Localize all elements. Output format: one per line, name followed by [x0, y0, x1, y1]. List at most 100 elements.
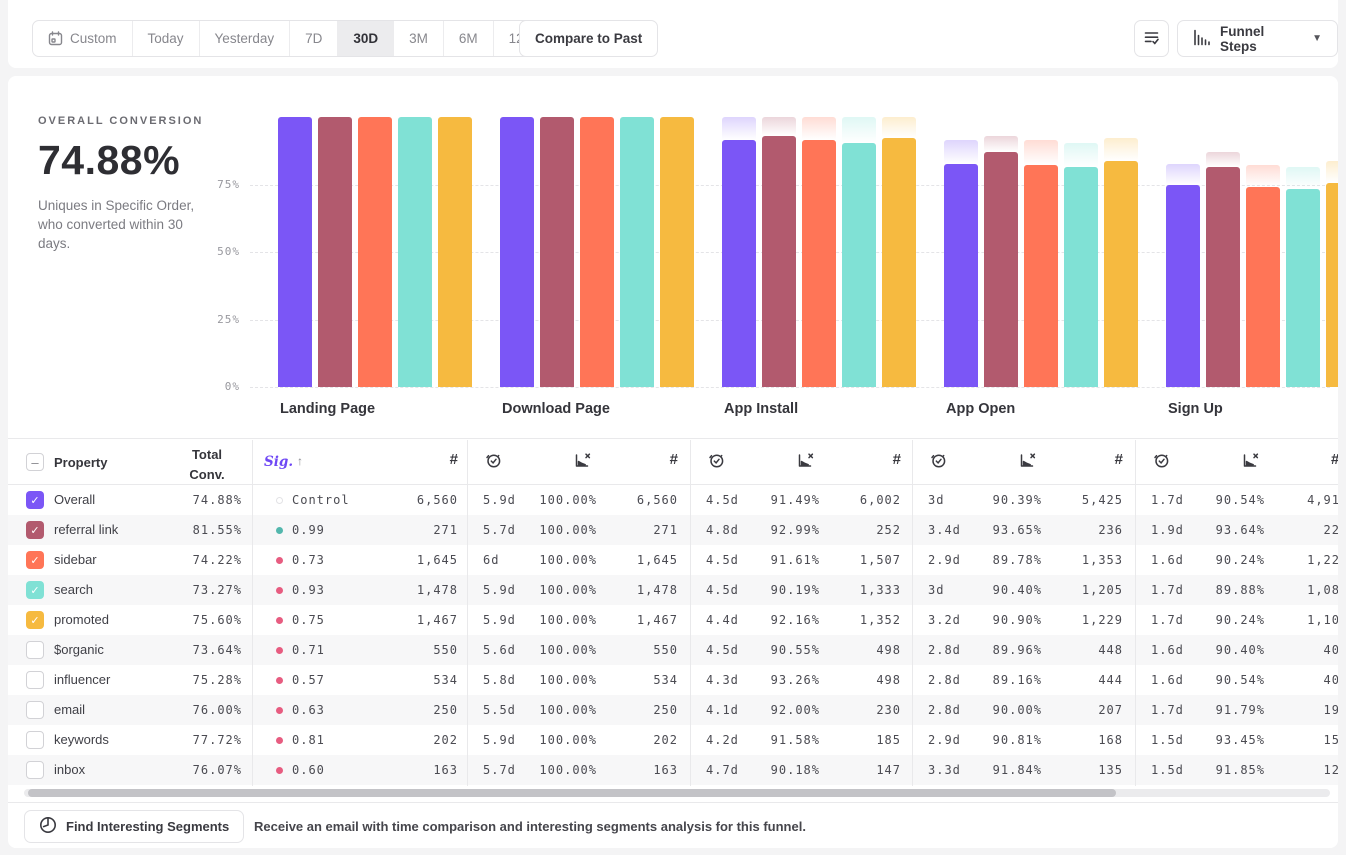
time-to-convert-icon[interactable]: [708, 452, 725, 474]
conversion-rate-value: 100.00%: [539, 583, 597, 597]
date-range-today[interactable]: Today: [133, 21, 200, 56]
funnel-bar-referral-link[interactable]: [540, 117, 574, 387]
funnel-bar-search[interactable]: [398, 117, 432, 387]
conversion-rate-value: 100.00%: [539, 733, 597, 747]
time-to-convert-icon[interactable]: [1153, 452, 1170, 474]
funnel-bar-overall[interactable]: [278, 117, 312, 387]
time-to-convert-value: 4.3d: [706, 673, 739, 687]
significance-value: Control: [292, 493, 350, 507]
funnel-bar-sidebar[interactable]: [580, 117, 614, 387]
conversion-rate-value: 90.90%: [992, 613, 1042, 627]
segment-checkbox[interactable]: [26, 761, 44, 779]
funnel-bar-promoted[interactable]: [660, 117, 694, 387]
property-name: $organic: [54, 642, 104, 657]
significance-value: 0.60: [292, 763, 325, 777]
find-interesting-segments-button[interactable]: Find Interesting Segments: [24, 810, 245, 843]
conversion-rate-value: 90.54%: [1215, 673, 1265, 687]
time-to-convert-value: 1.7d: [1151, 613, 1184, 627]
segment-checkbox[interactable]: ✓: [26, 581, 44, 599]
conversion-rate-icon[interactable]: [797, 452, 816, 474]
time-to-convert-value: 4.7d: [706, 763, 739, 777]
date-range-6m[interactable]: 6M: [444, 21, 494, 56]
segment-checkbox[interactable]: [26, 731, 44, 749]
funnel-bar-sidebar[interactable]: [1246, 186, 1280, 387]
funnel-bar-referral-link[interactable]: [1206, 166, 1240, 387]
compare-to-past-button[interactable]: Compare to Past: [519, 20, 659, 57]
funnel-step-label: App Open: [946, 401, 1016, 417]
segment-checkbox[interactable]: ✓: [26, 491, 44, 509]
horizontal-scrollbar-track[interactable]: [24, 789, 1330, 797]
conversion-rate-icon[interactable]: [1019, 452, 1038, 474]
funnel-bar-overall[interactable]: [1166, 184, 1200, 387]
funnel-bar-search[interactable]: [1064, 166, 1098, 387]
funnel-bar-search[interactable]: [842, 143, 876, 387]
chart-type-dropdown[interactable]: Funnel Steps ▼: [1177, 20, 1338, 57]
property-name: email: [54, 702, 86, 717]
time-to-convert-value: 1.6d: [1151, 553, 1184, 567]
count-icon[interactable]: #: [1331, 451, 1340, 468]
funnel-bar-referral-link[interactable]: [984, 151, 1018, 387]
funnel-bar-dropoff: [842, 117, 876, 144]
segment-checkbox[interactable]: ✓: [26, 611, 44, 629]
date-range-30d[interactable]: 30D: [338, 21, 395, 56]
count-icon[interactable]: #: [1114, 451, 1123, 468]
funnel-bar-referral-link[interactable]: [318, 117, 352, 387]
date-range-7d[interactable]: 7D: [290, 21, 339, 56]
conversion-rate-value: 90.40%: [992, 583, 1042, 597]
conversion-rate-icon[interactable]: [1242, 452, 1261, 474]
significance-dot: [276, 527, 283, 534]
footer-message: Receive an email with time comparison an…: [254, 818, 806, 834]
funnel-bar-dropoff: [1166, 163, 1200, 185]
count-icon[interactable]: #: [892, 451, 901, 468]
count-icon[interactable]: #: [669, 451, 678, 468]
funnel-bar-promoted[interactable]: [438, 117, 472, 387]
significance-dot: [276, 677, 283, 684]
conversion-rate-icon[interactable]: [574, 452, 593, 474]
funnel-step-label: App Install: [724, 401, 799, 417]
conversion-rate-value: 89.78%: [992, 553, 1042, 567]
metrics-list-button[interactable]: [1134, 20, 1169, 57]
horizontal-scrollbar-thumb[interactable]: [28, 789, 1116, 797]
funnel-bar-overall[interactable]: [500, 117, 534, 387]
funnel-bar-sidebar[interactable]: [358, 117, 392, 387]
conversion-rate-value: 100.00%: [539, 523, 597, 537]
funnel-bar-promoted[interactable]: [1104, 160, 1138, 387]
time-to-convert-icon[interactable]: [485, 452, 502, 474]
funnel-bar-referral-link[interactable]: [762, 135, 796, 387]
bar-chart-icon: [1193, 29, 1211, 49]
date-range-3m[interactable]: 3M: [394, 21, 444, 56]
segment-checkbox[interactable]: [26, 671, 44, 689]
date-range-yesterday[interactable]: Yesterday: [200, 21, 291, 56]
funnel-bar-search[interactable]: [1286, 189, 1320, 387]
funnel-bar-search[interactable]: [620, 117, 654, 387]
segment-checkbox[interactable]: ✓: [26, 551, 44, 569]
count-icon[interactable]: #: [449, 451, 458, 468]
row-stripe: [8, 755, 1338, 785]
step-count-value: 1,353: [1081, 553, 1123, 567]
funnel-bar-promoted[interactable]: [882, 138, 916, 387]
column-group-divider: [467, 440, 468, 786]
segment-checkbox[interactable]: [26, 641, 44, 659]
time-to-convert-value: 6d: [483, 553, 500, 567]
segment-checkbox[interactable]: ✓: [26, 521, 44, 539]
step-count-value: 1,229: [1081, 613, 1123, 627]
segment-checkbox[interactable]: [26, 701, 44, 719]
date-range-custom[interactable]: Custom: [33, 21, 133, 56]
compare-to-past-label: Compare to Past: [535, 31, 643, 46]
conversion-rate-value: 89.88%: [1215, 583, 1265, 597]
funnel-bar-dropoff: [1286, 166, 1320, 190]
find-segments-icon: [39, 816, 57, 837]
funnel-bar-sidebar[interactable]: [802, 139, 836, 387]
row-stripe: [8, 575, 1338, 605]
funnel-bar-overall[interactable]: [944, 163, 978, 387]
select-all-checkbox[interactable]: –: [26, 453, 44, 471]
funnel-bar-overall[interactable]: [722, 139, 756, 387]
sig-column-header[interactable]: Sig.: [264, 454, 294, 470]
funnel-bar-sidebar[interactable]: [1024, 164, 1058, 387]
funnel-bar-dropoff: [802, 117, 836, 140]
step-count-value: 135: [1098, 763, 1123, 777]
property-name: Overall: [54, 492, 96, 507]
funnel-bar-dropoff: [1064, 143, 1098, 167]
time-to-convert-icon[interactable]: [930, 452, 947, 474]
step-count-value: 1,22: [1307, 553, 1340, 567]
